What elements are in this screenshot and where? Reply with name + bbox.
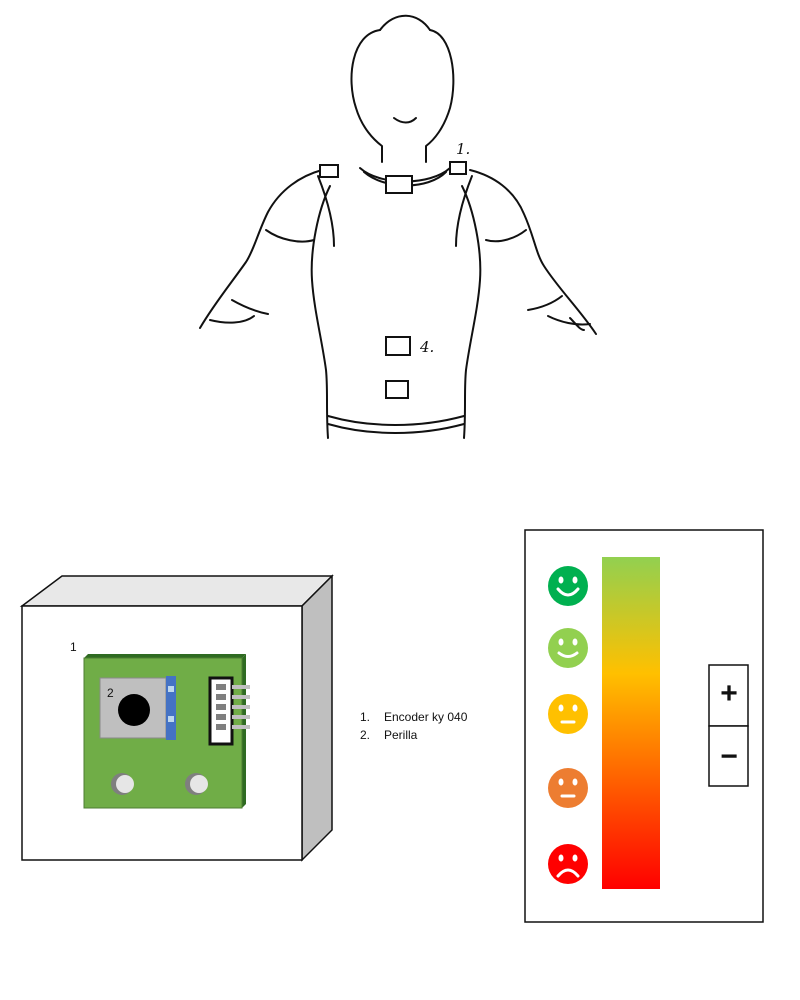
face-neutral-icon [548, 694, 588, 734]
legend-item: 1. Encoder ky 040 [360, 710, 468, 724]
header-pin [232, 725, 250, 729]
plus-minus-control[interactable] [708, 664, 749, 787]
header-connector [208, 676, 234, 746]
sensor-pad-right-shoulder [449, 161, 467, 175]
encoder-blue-strip [166, 676, 176, 740]
face-unhappy-icon [548, 768, 588, 808]
shirt-sketch [199, 14, 597, 439]
shirt-label-4: 4. [420, 338, 435, 356]
face-happy-icon [548, 628, 588, 668]
mood-scale-panel [524, 529, 764, 923]
plus-button[interactable] [708, 664, 749, 727]
sensor-pad-neck [385, 175, 413, 194]
sensor-pad-lower-torso [385, 380, 409, 399]
plus-button-label: + [720, 677, 738, 710]
box-top-face [19, 575, 334, 607]
box-label-1: 1 [70, 640, 77, 654]
mood-gradient-bar [602, 557, 660, 889]
face-very-happy-icon [548, 566, 588, 606]
right-shoulder [469, 169, 597, 335]
box-side-face [301, 574, 333, 862]
minus-button[interactable] [708, 725, 749, 787]
shirt-label-1: 1. [456, 140, 471, 158]
minus-button-label: − [720, 740, 738, 773]
head [350, 29, 383, 163]
legend-item: 2. Perilla [360, 728, 418, 742]
legend: 1. Encoder ky 040 2. Perilla [360, 708, 467, 744]
sensor-pad-upper-torso [385, 336, 411, 356]
sensor-pad-left-shoulder [319, 164, 339, 178]
header-pin [232, 695, 250, 699]
header-pin [232, 715, 250, 719]
shirt-hem [327, 415, 465, 426]
encoder-knob [118, 694, 150, 726]
left-shoulder [199, 169, 323, 329]
header-pin [232, 705, 250, 709]
encoder-box [19, 574, 334, 862]
box-label-2: 2 [107, 686, 114, 700]
header-pin [232, 685, 250, 689]
face-very-unhappy-icon [548, 844, 588, 884]
